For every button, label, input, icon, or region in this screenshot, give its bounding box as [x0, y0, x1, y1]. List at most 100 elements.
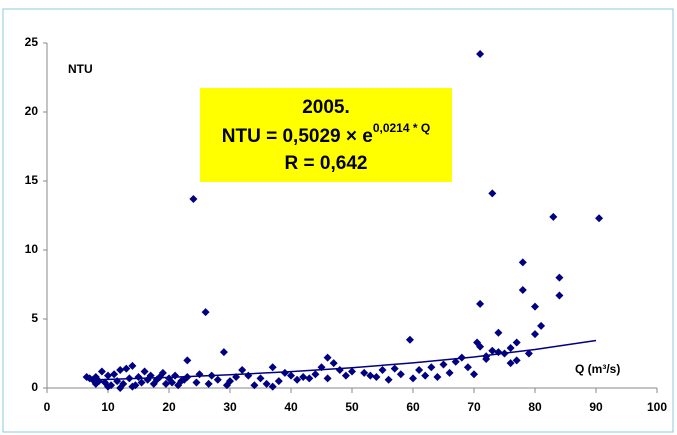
annotation-title: 2005. [302, 97, 350, 118]
data-point [390, 364, 399, 373]
chart-frame [2, 8, 674, 433]
data-point [531, 302, 539, 311]
data-point [512, 356, 521, 365]
data-point [378, 366, 387, 375]
data-point [110, 370, 119, 379]
y-tick-label: 20 [25, 104, 39, 118]
annotation-formula: NTU = 0,5029 × e0,0214 * Q [222, 121, 430, 147]
data-point [128, 382, 137, 391]
data-point [415, 366, 424, 375]
annotation-r: R = 0,642 [285, 153, 368, 174]
data-point [445, 368, 454, 377]
data-point [161, 379, 170, 388]
data-point [140, 367, 149, 376]
data-point [213, 375, 222, 384]
x-tick-label: 10 [101, 400, 115, 414]
x-tick-label: 40 [284, 400, 298, 414]
data-point [268, 382, 277, 391]
data-point [555, 291, 564, 300]
data-point [287, 371, 295, 380]
data-point [384, 375, 393, 384]
data-point [238, 366, 247, 375]
data-point [168, 378, 177, 387]
x-tick-label: 20 [162, 400, 176, 414]
data-point [91, 379, 100, 388]
data-point [348, 367, 356, 376]
data-point [506, 343, 515, 352]
data-point [299, 372, 308, 381]
data-point [219, 348, 228, 357]
y-tick-label: 5 [31, 311, 38, 325]
data-point [360, 368, 369, 377]
formula-exponent: 0,0214 * Q [373, 121, 430, 135]
data-point [524, 349, 533, 358]
data-point [476, 342, 485, 351]
y-axis-label: NTU [68, 62, 93, 76]
data-point [256, 374, 265, 383]
data-point [549, 212, 558, 221]
data-point [201, 308, 210, 317]
x-tick-label: 0 [44, 400, 51, 414]
data-point [372, 372, 381, 381]
data-point [396, 370, 405, 379]
data-point [463, 363, 472, 372]
formula-base: NTU = 0,5029 × e [222, 126, 373, 147]
x-tick-label: 30 [223, 400, 237, 414]
data-point [174, 381, 183, 390]
y-tick-label: 0 [31, 380, 38, 394]
annotation-box [200, 88, 452, 182]
data-point [274, 377, 283, 386]
x-tick-label: 70 [467, 400, 481, 414]
data-point [421, 371, 430, 380]
trend-line [89, 339, 597, 381]
data-point [128, 361, 137, 370]
data-point [192, 378, 201, 387]
data-point [305, 374, 314, 383]
data-point [537, 321, 546, 330]
x-tick-label: 50 [345, 400, 359, 414]
data-point [341, 371, 350, 380]
data-point [366, 371, 375, 380]
data-point [189, 194, 198, 203]
data-point [104, 382, 112, 391]
data-point [116, 384, 125, 392]
data-point [180, 375, 189, 384]
data-point [262, 379, 271, 388]
data-point [122, 364, 131, 373]
data-point [82, 372, 91, 381]
data-point [311, 370, 320, 379]
data-point [531, 330, 539, 339]
data-point [204, 379, 213, 388]
x-tick-label: 100 [647, 400, 667, 414]
data-point [409, 374, 417, 383]
data-point [222, 381, 231, 390]
data-point [323, 374, 332, 383]
data-point [518, 286, 527, 295]
data-point [433, 372, 442, 381]
data-point [488, 189, 497, 198]
data-point [268, 363, 277, 372]
x-tick-label: 60 [406, 400, 420, 414]
data-point [506, 359, 515, 368]
data-point [104, 371, 112, 380]
data-point [329, 359, 338, 368]
data-point [470, 370, 478, 379]
data-point [149, 379, 158, 388]
x-tick-label: 80 [528, 400, 542, 414]
y-tick-label: 10 [25, 242, 39, 256]
data-point [323, 353, 332, 362]
data-point [116, 366, 125, 375]
data-point [427, 363, 436, 372]
data-point [476, 50, 485, 59]
data-point [97, 367, 106, 376]
data-point [293, 375, 302, 384]
data-point [555, 273, 564, 282]
data-point [518, 258, 527, 267]
data-point [280, 368, 289, 377]
y-tick-label: 25 [25, 35, 39, 49]
x-tick-label: 90 [589, 400, 603, 414]
data-point [488, 346, 497, 355]
data-point [439, 360, 448, 369]
